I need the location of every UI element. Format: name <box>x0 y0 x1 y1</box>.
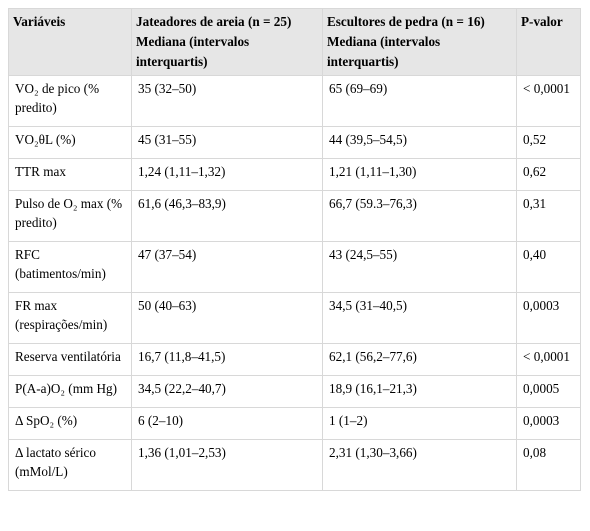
header-p-valor: P-valor <box>516 8 581 76</box>
cell-p-valor: < 0,0001 <box>516 75 581 127</box>
table-row: VO₂θL (%) 45 (31–55) 44 (39,5–54,5) 0,52 <box>8 126 581 159</box>
header-jateadores: Jateadores de areia (n = 25) Mediana (in… <box>131 8 323 76</box>
cell-p-valor: < 0,0001 <box>516 343 581 376</box>
cell-variable: RFC (batimentos/min) <box>8 241 132 293</box>
table-row: P(A-a)O₂ (mm Hg) 34,5 (22,2–40,7) 18,9 (… <box>8 375 581 408</box>
cell-escultores: 43 (24,5–55) <box>322 241 517 293</box>
cell-jateadores: 47 (37–54) <box>131 241 323 293</box>
cell-p-valor: 0,40 <box>516 241 581 293</box>
cell-variable: Reserva ventilatória <box>8 343 132 376</box>
cell-variable: TTR max <box>8 158 132 191</box>
cell-variable: Δ lactato sérico (mMol/L) <box>8 439 132 491</box>
cell-jateadores: 1,36 (1,01–2,53) <box>131 439 323 491</box>
cell-p-valor: 0,0005 <box>516 375 581 408</box>
cell-escultores: 44 (39,5–54,5) <box>322 126 517 159</box>
table-header: Variáveis Jateadores de areia (n = 25) M… <box>8 8 581 76</box>
header-jateadores-sub: Mediana (intervalos interquartis) <box>136 34 250 69</box>
cell-escultores: 18,9 (16,1–21,3) <box>322 375 517 408</box>
table-row: Reserva ventilatória 16,7 (11,8–41,5) 62… <box>8 343 581 376</box>
cell-p-valor: 0,62 <box>516 158 581 191</box>
cell-variable: P(A-a)O₂ (mm Hg) <box>8 375 132 408</box>
table-row: Δ lactato sérico (mMol/L) 1,36 (1,01–2,5… <box>8 439 581 491</box>
cell-p-valor: 0,08 <box>516 439 581 491</box>
results-table: Variáveis Jateadores de areia (n = 25) M… <box>8 8 581 491</box>
header-p-valor-label: P-valor <box>521 14 563 29</box>
cell-p-valor: 0,31 <box>516 190 581 242</box>
table-row: Δ SpO₂ (%) 6 (2–10) 1 (1–2) 0,0003 <box>8 407 581 440</box>
cell-p-valor: 0,52 <box>516 126 581 159</box>
cell-escultores: 65 (69–69) <box>322 75 517 127</box>
cell-jateadores: 6 (2–10) <box>131 407 323 440</box>
table-row: FR max (respirações/min) 50 (40–63) 34,5… <box>8 292 581 344</box>
cell-p-valor: 0,0003 <box>516 292 581 344</box>
header-variaveis: Variáveis <box>8 8 132 76</box>
cell-variable: VO₂ de pico (% predito) <box>8 75 132 127</box>
cell-escultores: 34,5 (31–40,5) <box>322 292 517 344</box>
table-row: TTR max 1,24 (1,11–1,32) 1,21 (1,11–1,30… <box>8 158 581 191</box>
cell-jateadores: 35 (32–50) <box>131 75 323 127</box>
header-jateadores-label: Jateadores de areia (n = 25) <box>136 14 292 29</box>
table-row: RFC (batimentos/min) 47 (37–54) 43 (24,5… <box>8 241 581 293</box>
header-escultores: Escultores de pedra (n = 16) Mediana (in… <box>322 8 517 76</box>
cell-jateadores: 16,7 (11,8–41,5) <box>131 343 323 376</box>
cell-variable: FR max (respirações/min) <box>8 292 132 344</box>
cell-p-valor: 0,0003 <box>516 407 581 440</box>
cell-escultores: 66,7 (59.3–76,3) <box>322 190 517 242</box>
header-escultores-label: Escultores de pedra (n = 16) <box>327 14 485 29</box>
cell-variable: Δ SpO₂ (%) <box>8 407 132 440</box>
cell-jateadores: 61,6 (46,3–83,9) <box>131 190 323 242</box>
cell-escultores: 1 (1–2) <box>322 407 517 440</box>
cell-escultores: 1,21 (1,11–1,30) <box>322 158 517 191</box>
cell-escultores: 62,1 (56,2–77,6) <box>322 343 517 376</box>
table-body: VO₂ de pico (% predito) 35 (32–50) 65 (6… <box>8 75 581 491</box>
table-row: Pulso de O₂ max (% predito) 61,6 (46,3–8… <box>8 190 581 242</box>
table-row: VO₂ de pico (% predito) 35 (32–50) 65 (6… <box>8 75 581 127</box>
cell-variable: VO₂θL (%) <box>8 126 132 159</box>
cell-jateadores: 50 (40–63) <box>131 292 323 344</box>
cell-escultores: 2,31 (1,30–3,66) <box>322 439 517 491</box>
cell-jateadores: 34,5 (22,2–40,7) <box>131 375 323 408</box>
header-variaveis-label: Variáveis <box>13 14 66 29</box>
cell-jateadores: 1,24 (1,11–1,32) <box>131 158 323 191</box>
cell-variable: Pulso de O₂ max (% predito) <box>8 190 132 242</box>
header-row: Variáveis Jateadores de areia (n = 25) M… <box>8 8 581 76</box>
header-escultores-sub: Mediana (intervalos interquartis) <box>327 34 441 69</box>
cell-jateadores: 45 (31–55) <box>131 126 323 159</box>
